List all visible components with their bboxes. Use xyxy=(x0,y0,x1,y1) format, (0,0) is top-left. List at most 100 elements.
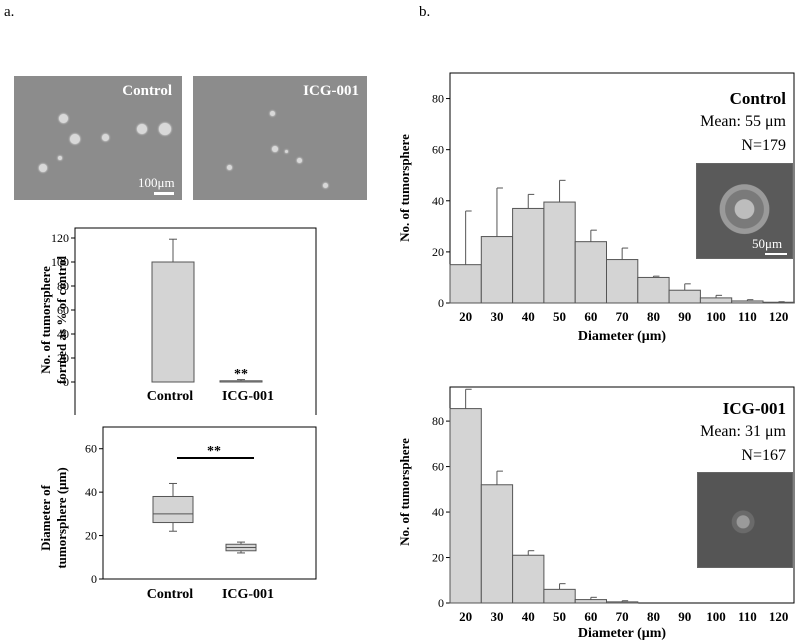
bar xyxy=(731,300,764,304)
tumorsphere-dot xyxy=(39,164,47,172)
inset-scale-bar xyxy=(765,253,787,255)
panel-letter-b: b. xyxy=(419,4,431,20)
bar xyxy=(699,297,733,304)
xlabel: Diameter (μm) xyxy=(578,626,666,641)
y-tick-label: 120 xyxy=(51,231,69,245)
tumorsphere-dot xyxy=(272,146,278,152)
ylabel-line2: formed as % of control xyxy=(54,255,69,384)
tumorsphere-dot xyxy=(137,124,147,134)
bar xyxy=(606,259,639,304)
bar xyxy=(574,241,607,304)
y-tick-label: 20 xyxy=(432,551,444,565)
tumorsphere-dot xyxy=(58,156,62,160)
plot-frame xyxy=(74,227,317,415)
chart-title: Control xyxy=(730,89,787,108)
control-micrograph: Control 100μm xyxy=(14,76,182,200)
y-tick-label: 40 xyxy=(432,194,444,208)
x-tick-label: 100 xyxy=(706,309,726,324)
scale-label: 100μm xyxy=(138,175,175,190)
significance-mark: ** xyxy=(234,367,248,382)
x-tick-label: ICG-001 xyxy=(222,389,274,404)
x-tick-label: 50 xyxy=(553,309,566,324)
x-tick-label: 70 xyxy=(616,309,629,324)
x-tick-label: 120 xyxy=(769,309,789,324)
xlabel: Diameter (μm) xyxy=(578,329,666,344)
x-tick-label: 20 xyxy=(459,609,472,624)
x-tick-label: 80 xyxy=(647,609,660,624)
y-tick-label: 60 xyxy=(432,143,444,157)
control-photo-label: Control xyxy=(122,83,172,99)
tumorsphere-dot xyxy=(285,150,288,153)
bar xyxy=(449,264,482,304)
y-tick-label: 0 xyxy=(63,375,69,389)
ylabel-line1: No. of tumorsphere xyxy=(38,266,53,374)
mean-text: Mean: 31 μm xyxy=(700,423,786,440)
x-tick-label: 20 xyxy=(459,309,472,324)
y-tick-label: 0 xyxy=(91,572,97,586)
y-tick-label: 100 xyxy=(51,255,69,269)
tumorsphere-dot xyxy=(102,134,109,141)
bar xyxy=(480,236,514,304)
x-tick-label: 40 xyxy=(522,609,535,624)
ylabel: No. of tumorsphere xyxy=(397,438,412,546)
y-tick-label: 80 xyxy=(57,279,69,293)
n-text: N=167 xyxy=(741,447,786,464)
tumorsphere-dot xyxy=(59,114,68,123)
ylabel-line1: Diameter of xyxy=(38,484,53,550)
mean-text: Mean: 55 μm xyxy=(700,113,786,130)
bar xyxy=(574,599,607,604)
x-tick-label: 80 xyxy=(647,309,660,324)
ylabel-line2: tumorsphere (μm) xyxy=(54,467,69,568)
bar xyxy=(449,408,482,604)
x-tick-label: 60 xyxy=(584,609,597,624)
x-tick-label: 110 xyxy=(738,609,757,624)
bar xyxy=(151,261,195,383)
x-tick-label: 30 xyxy=(490,609,503,624)
x-tick-label: 30 xyxy=(490,309,503,324)
bar xyxy=(480,484,514,604)
bar xyxy=(512,207,545,304)
bar xyxy=(668,289,701,304)
scale-bar xyxy=(154,192,174,195)
bar xyxy=(637,276,670,304)
icg-sphere-inset xyxy=(697,472,793,568)
tumorsphere-dot xyxy=(323,183,328,188)
chart-title: ICG-001 xyxy=(723,399,786,418)
y-tick-label: 0 xyxy=(438,296,444,310)
tumorsphere-dot xyxy=(297,158,302,163)
plot-frame xyxy=(102,426,317,580)
y-tick-label: 40 xyxy=(432,505,444,519)
y-tick-label: 40 xyxy=(85,485,97,499)
y-tick-label: 60 xyxy=(57,303,69,317)
y-tick-label: 40 xyxy=(57,327,69,341)
chart-a-bar: 0 20 40 60 80 100 120 No. of tumorsphere forme… xyxy=(38,227,317,415)
y-tick-label: 20 xyxy=(85,529,97,543)
chart-b-control: 0 20 40 60 80 20 30 40 50 60 70 80 90 100 110 120 No. … xyxy=(397,72,795,344)
icg-micrograph: ICG-001 xyxy=(193,76,367,200)
bar xyxy=(762,301,795,304)
y-tick-label: 20 xyxy=(432,245,444,259)
bar xyxy=(543,588,576,604)
tumorsphere-dot xyxy=(159,123,171,135)
ylabel: No. of tumorsphere xyxy=(397,134,412,242)
bar xyxy=(512,554,545,604)
inset-scale-label: 50μm xyxy=(752,236,783,251)
x-tick-label: 50 xyxy=(553,609,566,624)
n-text: N=179 xyxy=(741,137,786,154)
y-tick-label: 60 xyxy=(432,460,444,474)
x-tick-label: 110 xyxy=(738,309,757,324)
x-tick-label: 120 xyxy=(769,609,789,624)
x-tick-label: 70 xyxy=(616,609,629,624)
x-tick-label: 100 xyxy=(706,609,726,624)
x-tick-label: 90 xyxy=(678,609,691,624)
bar xyxy=(543,201,576,304)
x-tick-label: 90 xyxy=(678,309,691,324)
x-tick-label: Control xyxy=(147,587,194,602)
x-tick-label: ICG-001 xyxy=(222,587,274,602)
significance-mark: ** xyxy=(207,444,221,459)
y-tick-label: 80 xyxy=(432,414,444,428)
x-tick-label: Control xyxy=(147,389,194,404)
control-sphere-inset: 50μm xyxy=(696,163,793,259)
panel-letter-a: a. xyxy=(4,4,15,20)
